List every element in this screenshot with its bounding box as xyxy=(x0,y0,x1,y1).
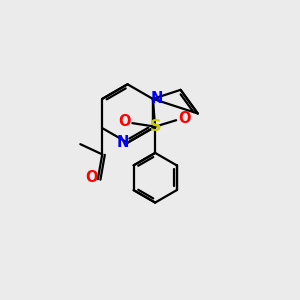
Text: S: S xyxy=(149,119,161,134)
Text: N: N xyxy=(117,135,129,150)
Text: O: O xyxy=(118,114,130,129)
Text: O: O xyxy=(178,111,190,126)
Text: O: O xyxy=(85,170,98,185)
Text: N: N xyxy=(151,92,164,106)
